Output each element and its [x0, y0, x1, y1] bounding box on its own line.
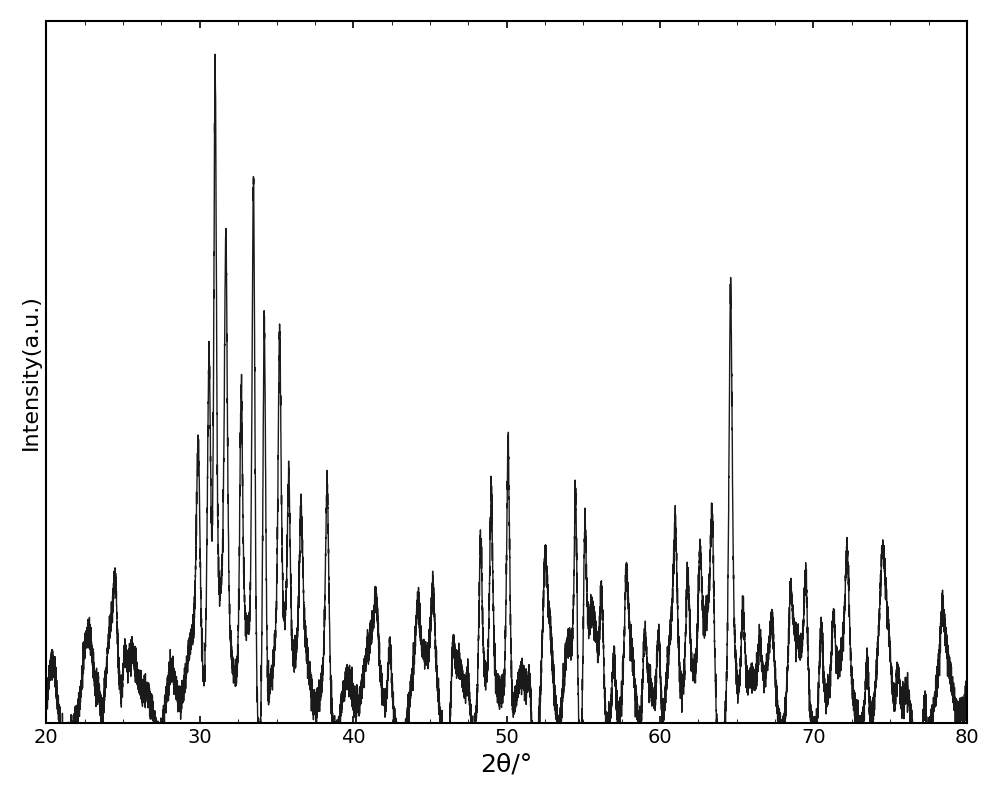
Y-axis label: Intensity(a.u.): Intensity(a.u.)	[21, 294, 41, 450]
X-axis label: 2θ/°: 2θ/°	[480, 752, 533, 776]
